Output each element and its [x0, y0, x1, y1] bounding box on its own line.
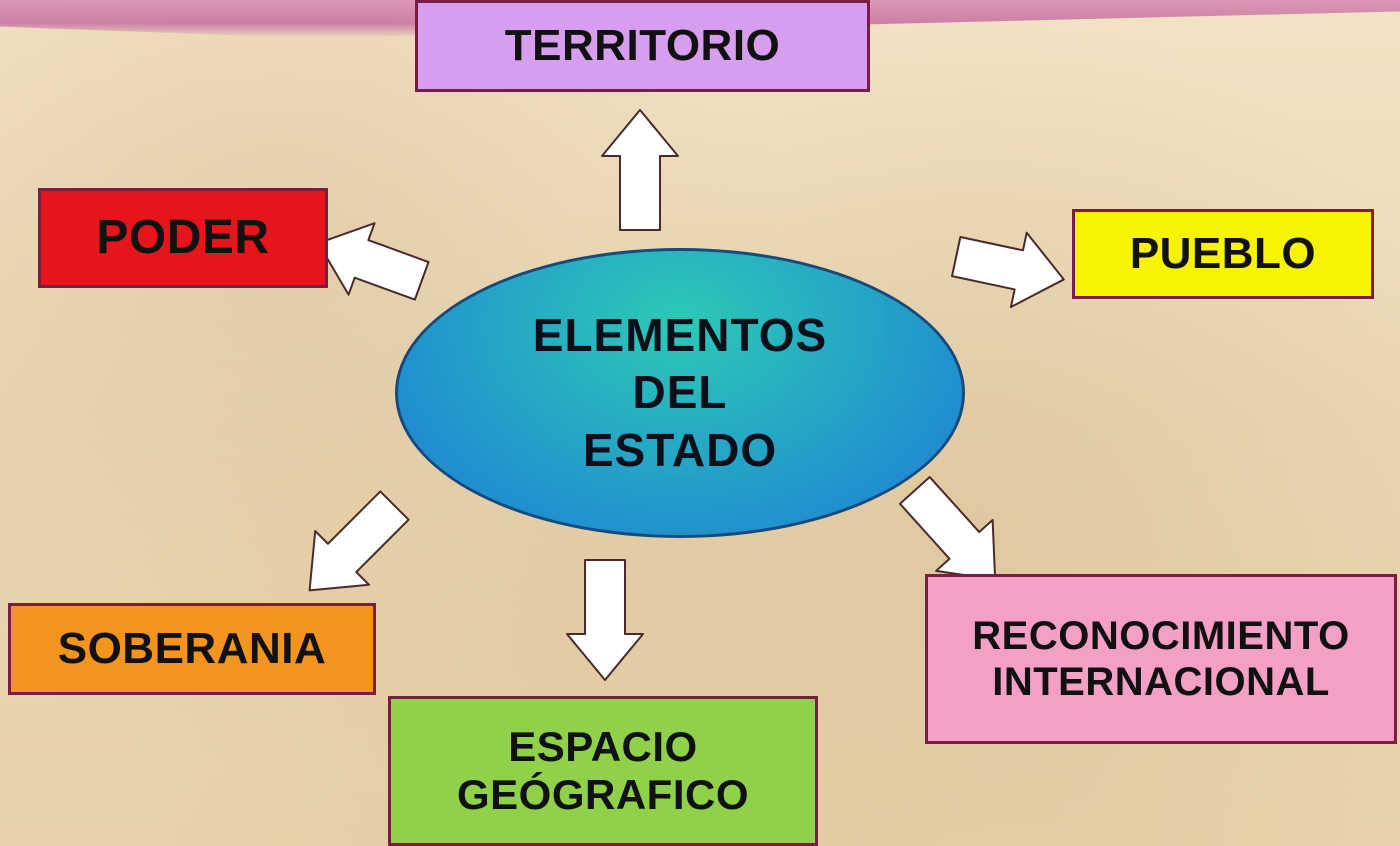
arrow-to-espacio	[567, 560, 643, 680]
node-territorio-label: TERRITORIO	[505, 21, 781, 72]
node-soberania-label: SOBERANIA	[58, 624, 327, 675]
node-espacio: ESPACIOGEÓGRAFICO	[388, 696, 818, 846]
arrow-icon	[602, 110, 678, 230]
node-espacio-label: ESPACIO	[508, 723, 697, 771]
arrow-to-pueblo	[948, 219, 1071, 316]
arrow-to-territorio	[602, 110, 678, 230]
node-territorio: TERRITORIO	[415, 0, 870, 92]
center-concept-line: ESTADO	[583, 422, 777, 480]
center-concept-line: ELEMENTOS	[533, 307, 827, 365]
arrow-to-soberania	[283, 479, 422, 618]
arrow-icon	[283, 479, 422, 618]
diagram-canvas: ELEMENTOSDELESTADO TERRITORIO PUEBLO RECON…	[0, 0, 1400, 846]
arrow-icon	[948, 219, 1071, 316]
center-concept-line: DEL	[633, 364, 728, 422]
node-reconocimiento-label: INTERNACIONAL	[992, 659, 1330, 705]
node-espacio-label: GEÓGRAFICO	[457, 771, 749, 819]
node-pueblo: PUEBLO	[1072, 209, 1374, 299]
center-concept: ELEMENTOSDELESTADO	[395, 248, 965, 538]
node-reconocimiento: RECONOCIMIENTOINTERNACIONAL	[925, 574, 1397, 744]
arrow-icon	[567, 560, 643, 680]
node-reconocimiento-label: RECONOCIMIENTO	[972, 613, 1349, 659]
node-pueblo-label: PUEBLO	[1130, 229, 1316, 280]
node-poder-label: PODER	[96, 210, 269, 265]
node-poder: PODER	[38, 188, 328, 288]
node-soberania: SOBERANIA	[8, 603, 376, 695]
